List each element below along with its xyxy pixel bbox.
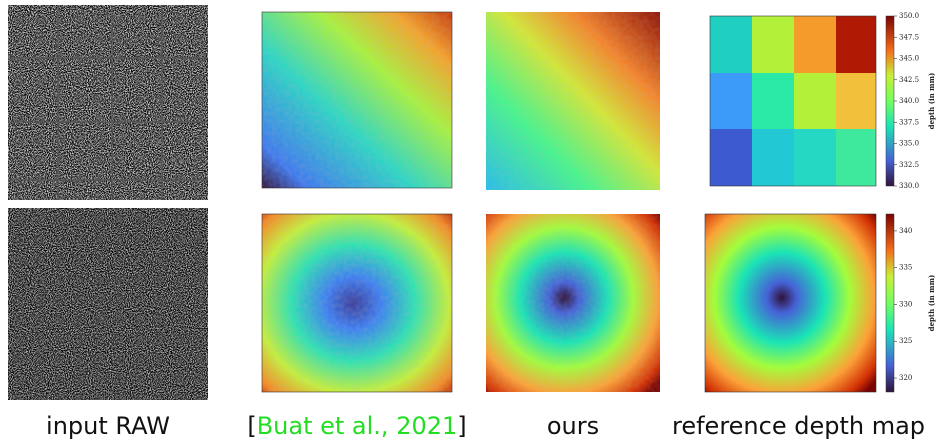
tick-label: 320 — [899, 374, 912, 382]
colorbar-label: depth (in mm) — [927, 73, 936, 130]
tick-label: 325 — [899, 337, 912, 345]
raw-image — [8, 5, 208, 400]
tick-label: 330.0 — [899, 182, 919, 190]
citation[interactable]: Buat et al., 2021 — [257, 412, 458, 440]
tick-label: 337.5 — [899, 118, 919, 126]
reference-depth — [705, 16, 876, 392]
bracket: [ — [247, 412, 256, 440]
tick-label: 340 — [899, 227, 912, 235]
tick-label: 347.5 — [899, 33, 919, 41]
buat-depth — [262, 12, 452, 392]
colorbar — [886, 16, 894, 186]
ours-depth — [486, 12, 660, 392]
tick-label: 345.0 — [899, 55, 919, 63]
bracket: ] — [457, 412, 466, 440]
tick-label: 342.5 — [899, 76, 919, 84]
colorbar-ticks: 350.0 347.5 345.0 342.5 340.0 337.5 335.0 332.5… — [894, 12, 919, 382]
colorbar — [886, 214, 894, 392]
figure: depth (in mm) depth (in mm) 350.0 347.5 34… — [0, 0, 939, 441]
tick-label: 335.0 — [899, 140, 919, 148]
colorbar-label: depth (in mm) — [927, 275, 936, 332]
caption: input RAW — [46, 412, 170, 440]
caption: [Buat et al., 2021] — [247, 412, 466, 440]
caption: reference depth map — [672, 412, 925, 440]
caption: ours — [547, 412, 599, 440]
tick-label: 332.5 — [899, 161, 919, 169]
tick-label: 335 — [899, 264, 912, 272]
tick-label: 350.0 — [899, 12, 919, 20]
tick-label: 340.0 — [899, 97, 919, 105]
tick-label: 330 — [899, 300, 912, 308]
